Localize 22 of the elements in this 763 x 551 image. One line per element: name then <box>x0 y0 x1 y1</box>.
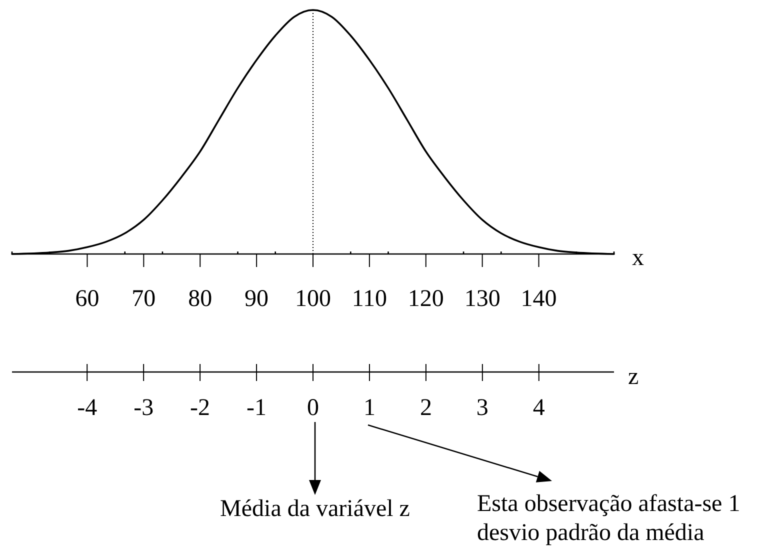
x2-tick-label: 4 <box>532 395 545 421</box>
x-tick-label: 130 <box>464 286 500 312</box>
x2-tick-label: -1 <box>246 395 267 421</box>
x-axis-title: x <box>632 245 644 271</box>
text: Média da variável z <box>220 496 410 522</box>
x2-tick-label: 0 <box>307 395 319 421</box>
x-tick-label: 100 <box>295 286 331 312</box>
x2-tick-label: -4 <box>77 395 98 421</box>
x-tick-label: 80 <box>188 286 212 312</box>
x2-tick-label: 2 <box>420 395 432 421</box>
x2-tick-label: 3 <box>476 395 488 421</box>
x-tick-label: 110 <box>352 286 387 312</box>
x-tick-label: 60 <box>75 286 100 312</box>
x-tick-label: 120 <box>408 286 444 312</box>
x2-axis-title: z <box>628 364 639 390</box>
x-tick-label: 70 <box>132 286 156 312</box>
x-tick-label: 90 <box>244 286 269 312</box>
x2-tick-label: -2 <box>190 395 210 421</box>
x-tick-label: 140 <box>520 286 557 312</box>
text: Esta observação afasta-se 1 desvio padrão da média <box>477 491 740 546</box>
x2-tick-label: 1 <box>363 395 376 421</box>
x2-tick-label: -3 <box>134 395 154 421</box>
